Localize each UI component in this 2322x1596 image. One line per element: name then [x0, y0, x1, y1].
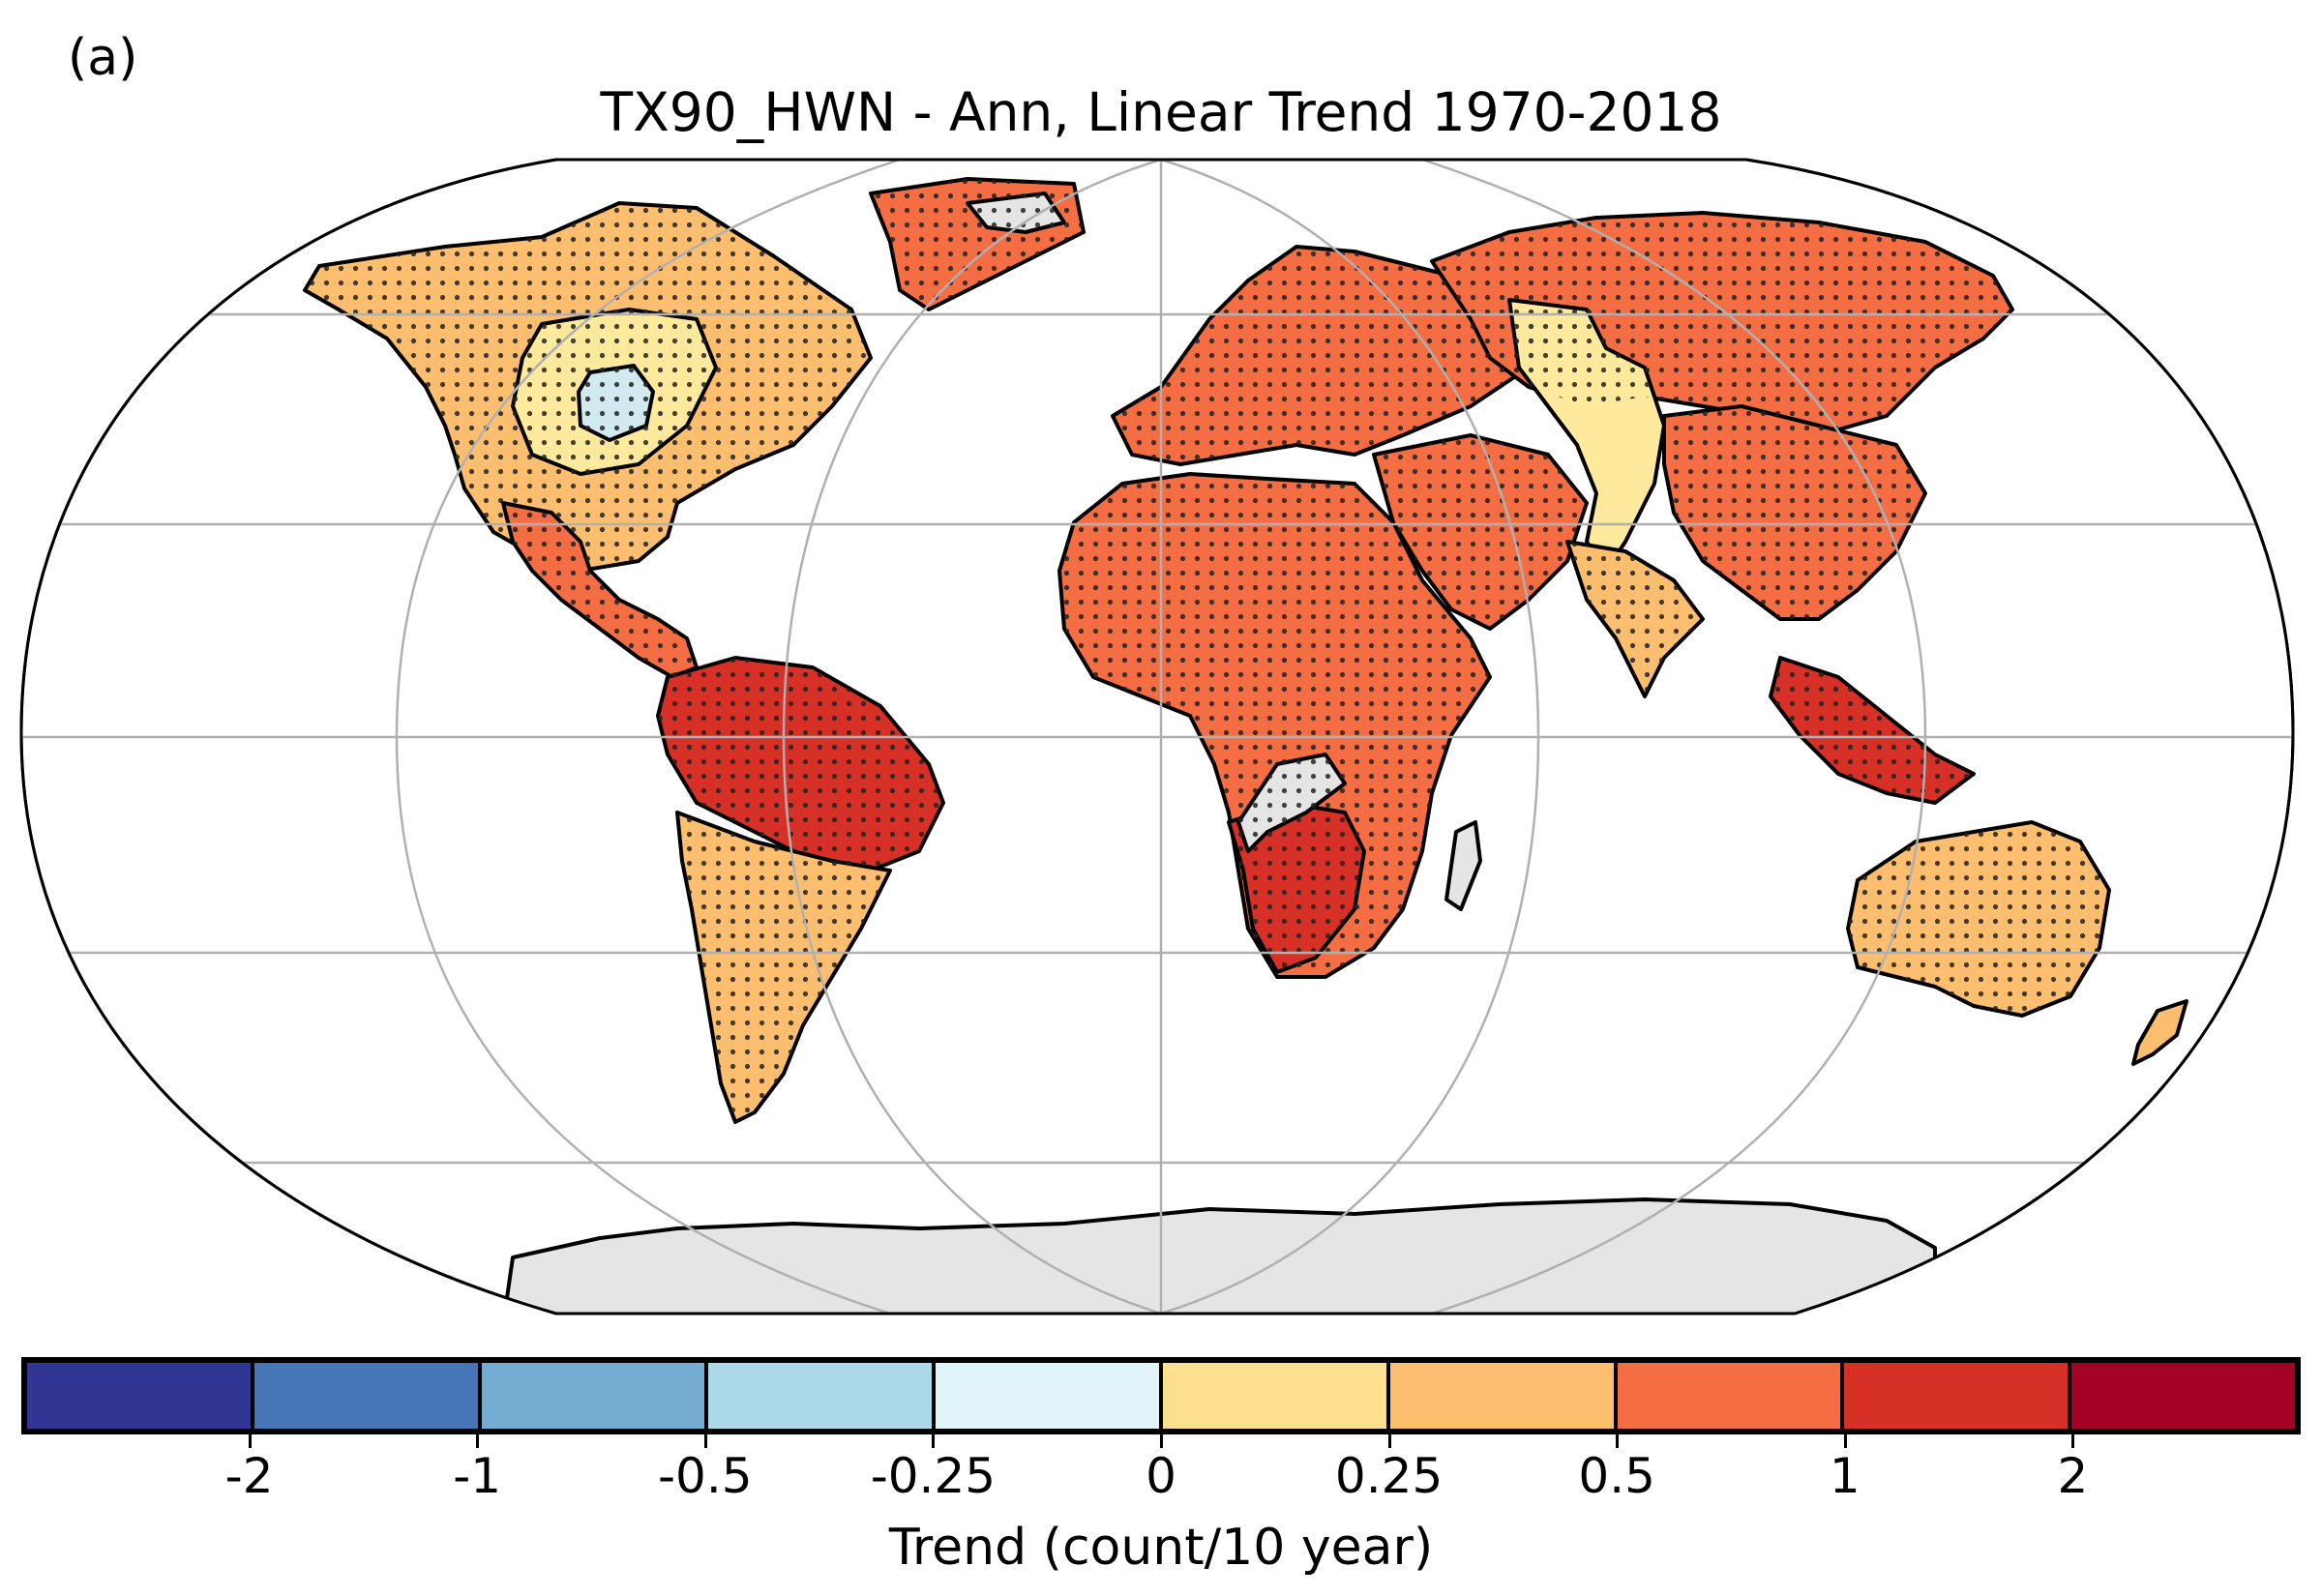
- globe-border: [19, 158, 2295, 1315]
- colorbar-label: Trend (count/10 year): [888, 1519, 1434, 1577]
- colorbar-tick-label: -0.5: [658, 1448, 753, 1504]
- significance-stippling: [305, 179, 2109, 1122]
- new-zealand: [2131, 999, 2188, 1066]
- colorbar-segment-8: [1844, 1363, 2072, 1429]
- map-title: TX90_HWN - Ann, Linear Trend 1970-2018: [600, 81, 1722, 143]
- colorbar-segment-6: [1389, 1363, 1618, 1429]
- colorbar-tick-label: 2: [2057, 1448, 2089, 1504]
- colorbar-tick: [2071, 1434, 2075, 1448]
- colorbar-tick-label: -2: [224, 1448, 274, 1504]
- colorbar-segment-2: [481, 1363, 709, 1429]
- colorbar-segment-5: [1162, 1363, 1390, 1429]
- colorbar-tick: [932, 1434, 936, 1448]
- graticule: [21, 160, 2293, 1314]
- colorbar-tick-label: 1: [1829, 1448, 1861, 1504]
- colorbar-segment-1: [253, 1363, 482, 1429]
- colorbar-tick-label: -0.25: [870, 1448, 997, 1504]
- colorbar-tick: [476, 1434, 480, 1448]
- world-map: [19, 158, 2295, 1315]
- colorbar-tick-label: 0: [1146, 1448, 1176, 1504]
- colorbar-segment-7: [1617, 1363, 1845, 1429]
- colorbar-segment-9: [2071, 1363, 2295, 1429]
- colorbar-tick: [1387, 1434, 1391, 1448]
- colorbar-tick-label: -1: [453, 1448, 502, 1504]
- colorbar-segment-0: [27, 1363, 254, 1429]
- colorbar-tick: [1843, 1434, 1847, 1448]
- colorbar-tick: [703, 1434, 707, 1448]
- colorbar: [21, 1357, 2301, 1434]
- colorbar-tick-label: 0.25: [1334, 1448, 1444, 1504]
- panel-label: (a): [68, 29, 138, 87]
- colorbar-segment-3: [708, 1363, 937, 1429]
- colorbar-tick: [248, 1434, 252, 1448]
- colorbar-segment-4: [936, 1363, 1163, 1429]
- colorbar-tick-label: 0.5: [1578, 1448, 1655, 1504]
- madagascar: [1444, 820, 1482, 911]
- colorbar-tick: [1616, 1434, 1620, 1448]
- colorbar-tick: [1160, 1434, 1163, 1448]
